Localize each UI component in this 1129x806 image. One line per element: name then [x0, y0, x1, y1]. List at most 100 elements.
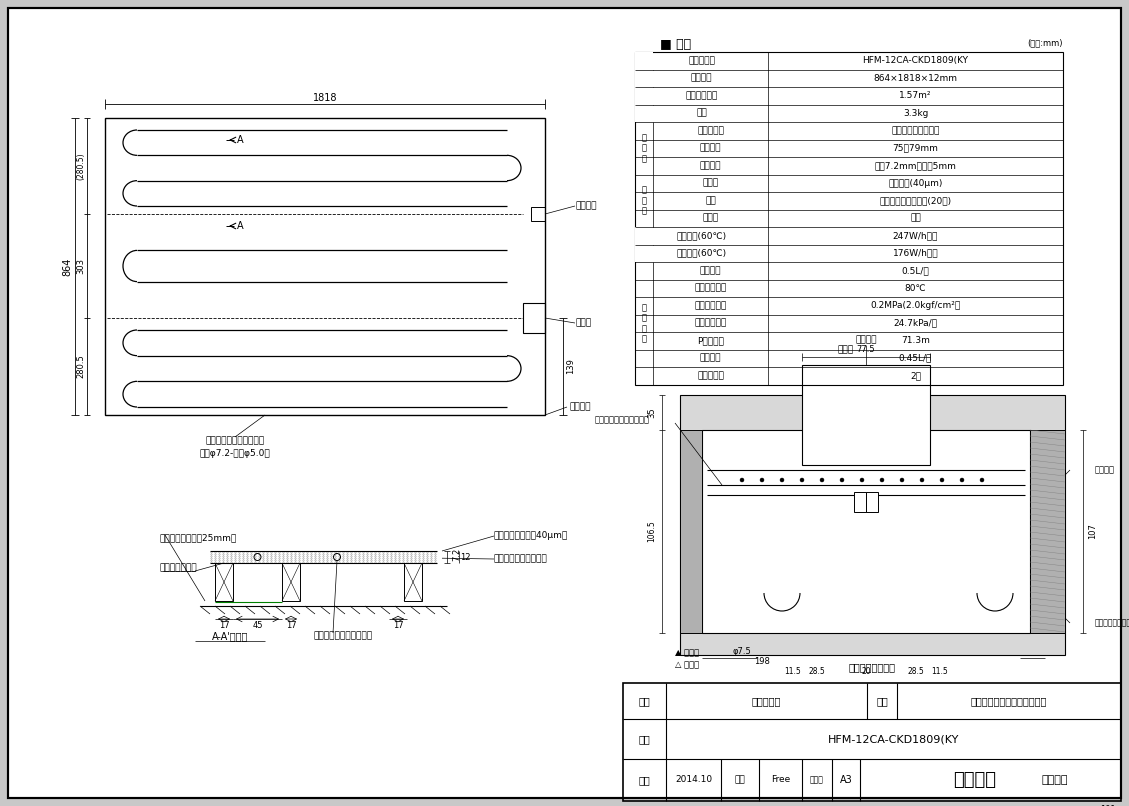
Text: 35: 35	[648, 407, 656, 418]
Text: 釘打検知用信号線貼付位置: 釘打検知用信号線貼付位置	[1095, 618, 1129, 628]
Text: (280.5): (280.5)	[77, 152, 86, 180]
Text: A-A'詳細図: A-A'詳細図	[212, 631, 248, 641]
Text: 管サイズ: 管サイズ	[700, 161, 721, 170]
Text: 11.5: 11.5	[784, 667, 800, 675]
Text: 質量: 質量	[697, 109, 707, 118]
Text: 17: 17	[393, 621, 403, 630]
Bar	[702, 430, 1030, 633]
Text: 1.57m²: 1.57m²	[900, 91, 931, 100]
Text: ヘッダー: ヘッダー	[570, 402, 592, 412]
Text: 45: 45	[252, 621, 263, 630]
Text: 材質・材料: 材質・材料	[697, 127, 724, 135]
Circle shape	[879, 478, 884, 482]
Circle shape	[760, 478, 764, 482]
Bar	[531, 207, 545, 221]
Bar	[282, 563, 300, 601]
Text: HFM-12CA-CKD1809(KY: HFM-12CA-CKD1809(KY	[828, 734, 960, 744]
Text: φ7.5: φ7.5	[733, 646, 752, 655]
Text: 最高使用圧力: 最高使用圧力	[694, 301, 727, 310]
Text: PＴ相当長: PＴ相当長	[697, 336, 724, 345]
Text: 品名: 品名	[876, 696, 887, 706]
Circle shape	[780, 478, 784, 482]
Text: A: A	[237, 221, 244, 231]
Text: 28.5: 28.5	[908, 667, 924, 675]
Text: 280.5: 280.5	[77, 355, 86, 378]
Text: 設
計
関
係: 設 計 関 係	[641, 303, 647, 343]
Text: (単位:mm): (単位:mm)	[1027, 38, 1064, 47]
Text: 20: 20	[861, 667, 870, 675]
Text: 101: 101	[1101, 804, 1115, 806]
Text: 17: 17	[219, 621, 229, 630]
Text: 77.5: 77.5	[857, 346, 875, 355]
Text: グリーンライン（25mm）: グリーンライン（25mm）	[160, 534, 237, 542]
Text: 架橋ポリエチレンパイプ: 架橋ポリエチレンパイプ	[205, 437, 264, 446]
Bar	[523, 303, 545, 333]
Text: 暖房能力(60℃): 暖房能力(60℃)	[676, 249, 727, 258]
Text: 176W/h・枚: 176W/h・枚	[893, 249, 938, 258]
Text: 株式会社: 株式会社	[1042, 775, 1068, 785]
Text: 表面材: 表面材	[702, 179, 718, 188]
Bar	[803, 365, 929, 465]
Text: 75～79mm: 75～79mm	[893, 143, 938, 153]
Bar	[634, 69, 653, 87]
Bar	[634, 244, 653, 262]
Text: ■ 仕様: ■ 仕様	[660, 38, 691, 51]
Text: 名称: 名称	[639, 696, 650, 706]
Text: 864×1818×12mm: 864×1818×12mm	[874, 74, 957, 83]
Text: 198: 198	[754, 657, 770, 666]
Text: 有効放熱面積: 有効放熱面積	[685, 91, 718, 100]
Text: 小小根太: 小小根太	[575, 202, 596, 210]
Text: 外形尸法: 外形尸法	[691, 74, 712, 83]
Text: 標準流量抵抗: 標準流量抵抗	[694, 318, 727, 328]
Text: バンド: バンド	[838, 346, 854, 355]
Text: 表面材（アルミ箔40μm）: 表面材（アルミ箔40μm）	[495, 531, 568, 541]
Text: 架橋ポリエチレン管: 架橋ポリエチレン管	[891, 127, 939, 135]
Bar	[634, 105, 653, 122]
Bar	[404, 563, 422, 601]
Text: 80℃: 80℃	[904, 284, 926, 293]
Text: 外形寸法図: 外形寸法図	[752, 696, 781, 706]
Circle shape	[900, 478, 904, 482]
Text: 管ピッチ: 管ピッチ	[700, 143, 721, 153]
Text: 0.2MPa(2.0kgf/cm²）: 0.2MPa(2.0kgf/cm²）	[870, 301, 961, 310]
Text: 保有水量: 保有水量	[700, 354, 721, 363]
Text: 11.5: 11.5	[931, 667, 948, 675]
Bar	[854, 492, 866, 512]
Text: 尺度: 尺度	[735, 775, 745, 784]
Text: 外径φ7.2-内径φ5.0㎜: 外径φ7.2-内径φ5.0㎜	[200, 448, 270, 458]
Text: 24.7kPa/枚: 24.7kPa/枚	[893, 318, 937, 328]
Bar	[634, 227, 653, 244]
Text: 7.2: 7.2	[453, 548, 462, 561]
Bar	[215, 563, 233, 601]
Text: 247W/h・枚: 247W/h・枚	[893, 231, 938, 240]
Text: サイズ: サイズ	[811, 775, 824, 784]
Text: フォームポリスチレン: フォームポリスチレン	[495, 555, 548, 563]
Text: なし: なし	[910, 214, 921, 222]
Text: ▲ 山折り: ▲ 山折り	[675, 649, 699, 658]
Text: ヘッダー: ヘッダー	[856, 335, 877, 344]
Text: 投入熱量(60℃): 投入熱量(60℃)	[676, 231, 727, 240]
Text: 小根太溝数: 小根太溝数	[697, 372, 724, 380]
Text: 名称・型式: 名称・型式	[688, 56, 715, 65]
Text: 外彧7.2mm　内彧5mm: 外彧7.2mm 内彧5mm	[875, 161, 956, 170]
Text: 1818: 1818	[313, 93, 338, 103]
Text: 小根太入りハード温水マット: 小根太入りハード温水マット	[971, 696, 1048, 706]
Text: 2014.10: 2014.10	[675, 775, 712, 784]
Circle shape	[800, 478, 804, 482]
Text: リンナイ: リンナイ	[954, 771, 997, 789]
Text: △ 谷折り: △ 谷折り	[675, 660, 699, 670]
Bar	[634, 52, 653, 69]
Text: 12: 12	[460, 552, 471, 562]
Text: 標準流量: 標準流量	[700, 266, 721, 276]
Bar	[634, 87, 653, 105]
Bar	[623, 683, 1121, 801]
Text: 作成: 作成	[639, 775, 650, 785]
Bar	[680, 395, 1065, 655]
Text: A: A	[237, 135, 244, 145]
Text: 2本: 2本	[910, 372, 921, 380]
Text: 放
熱
管: 放 熱 管	[641, 133, 647, 163]
Text: HFM-12CA-CKD1809(KY: HFM-12CA-CKD1809(KY	[863, 56, 969, 65]
Text: 小根太（合板）: 小根太（合板）	[160, 563, 198, 572]
Text: 139: 139	[567, 359, 576, 375]
Text: Free: Free	[771, 775, 790, 784]
